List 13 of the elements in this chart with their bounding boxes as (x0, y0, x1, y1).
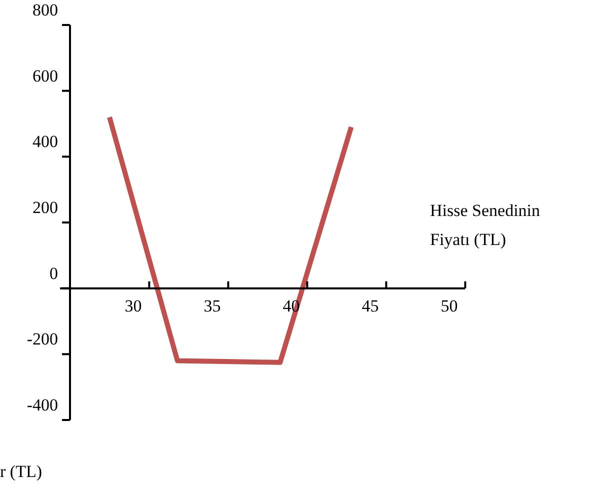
x-tick-label: 35 (204, 296, 221, 316)
x-tick-label: 50 (440, 296, 458, 316)
y-tick-label: -200 (26, 330, 58, 349)
x-axis-title: Hisse Senedinin Fiyatı (TL) (430, 200, 542, 251)
y-tick-label: 200 (32, 198, 58, 217)
y-tick-label: 0 (50, 264, 58, 283)
x-tick-label: 30 (124, 296, 142, 316)
x-tick-label: 45 (362, 296, 379, 316)
y-tick-label: 800 (32, 0, 58, 20)
y-tick-label: 600 (32, 66, 58, 86)
y-tick-label: 400 (32, 132, 58, 152)
y-tick-label: -400 (26, 395, 58, 414)
y-axis-title: r (TL) (0, 462, 42, 482)
